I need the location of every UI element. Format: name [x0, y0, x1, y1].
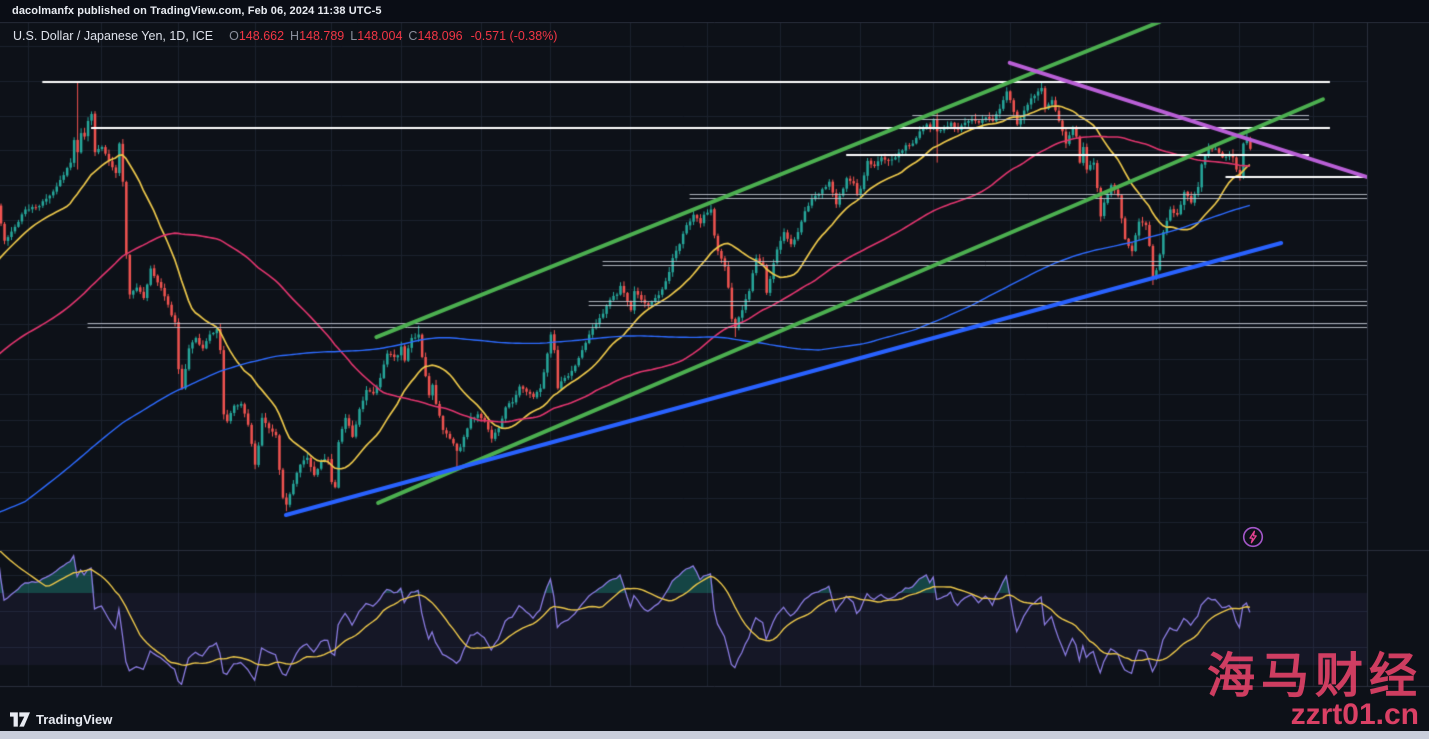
- attribution-bar: dacolmanfx published on TradingView.com,…: [0, 0, 1429, 22]
- close-label: C: [408, 29, 418, 43]
- watermark-cjk-text: 海马财经: [1206, 650, 1423, 703]
- high-label: H: [290, 29, 300, 43]
- high-value: 148.789: [299, 29, 345, 43]
- bottom-strip: [0, 731, 1429, 739]
- symbol-title[interactable]: U.S. Dollar / Japanese Yen, 1D, ICE: [13, 29, 214, 43]
- watermark-url-text: zzrt01.cn: [1290, 698, 1419, 731]
- symbol-header: U.S. Dollar / Japanese Yen, 1D, ICE O148.…: [13, 29, 557, 43]
- tradingview-logo-icon[interactable]: [10, 711, 30, 727]
- lightning-idea-icon[interactable]: [1242, 526, 1264, 548]
- low-label: L: [350, 29, 358, 43]
- open-value: 148.662: [238, 29, 285, 43]
- attribution-text: dacolmanfx published on TradingView.com,…: [12, 5, 382, 17]
- low-value: 148.004: [357, 29, 403, 43]
- change-value: -0.571 (-0.38%): [470, 29, 558, 43]
- tradingview-brand-text[interactable]: TradingView: [36, 711, 113, 727]
- close-value: 148.096: [417, 29, 463, 43]
- footer-bar: TradingView: [0, 707, 1429, 731]
- open-label: O: [229, 29, 239, 43]
